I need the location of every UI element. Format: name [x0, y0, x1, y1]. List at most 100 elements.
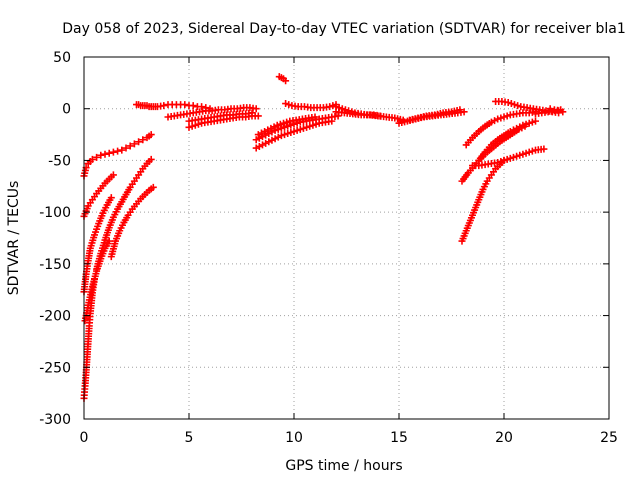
data-point — [271, 126, 279, 134]
data-point — [93, 153, 101, 161]
y-tick-label: -300 — [39, 412, 71, 428]
data-point-fill — [285, 101, 293, 109]
data-point-fill — [528, 147, 536, 155]
data-point — [555, 107, 563, 115]
data-point — [303, 123, 311, 131]
data-point — [500, 156, 508, 164]
data-point — [546, 105, 554, 113]
data-point-fill — [335, 104, 343, 112]
data-point-fill — [507, 100, 515, 108]
data-point — [88, 155, 96, 163]
series-arc-y — [475, 117, 539, 164]
data-point — [296, 125, 304, 133]
data-point — [519, 121, 527, 129]
data-point-fill — [503, 112, 511, 120]
data-point — [252, 105, 260, 113]
series-arc-d — [107, 183, 157, 261]
data-point-fill — [274, 125, 282, 133]
data-point — [290, 127, 298, 135]
data-point-fill — [503, 155, 511, 163]
x-tick-label: 20 — [495, 430, 513, 446]
data-point-fill — [287, 129, 295, 137]
y-axis-label: SDTVAR / TECUs — [6, 181, 22, 296]
x-tick-label: 10 — [285, 430, 303, 446]
data-point — [532, 117, 539, 125]
data-points — [80, 73, 567, 402]
data-point — [105, 237, 113, 245]
data-point — [101, 150, 109, 158]
data-point — [282, 77, 290, 85]
data-point-fill — [276, 120, 284, 128]
series-arc-z — [462, 108, 539, 149]
series-arc-c — [93, 155, 155, 273]
data-point — [114, 147, 122, 155]
series-arc-r — [332, 108, 407, 124]
series-arc-ac — [546, 105, 567, 116]
data-point — [130, 140, 138, 148]
data-point — [284, 130, 292, 138]
data-point — [254, 112, 262, 120]
data-point — [525, 119, 533, 127]
series-arc-p — [275, 73, 290, 85]
x-tick-label: 5 — [185, 430, 194, 446]
data-point — [332, 103, 340, 111]
data-point-fill — [283, 118, 291, 126]
chart-title: Day 058 of 2023, Sidereal Day-to-day VTE… — [62, 21, 625, 37]
data-point — [456, 106, 464, 114]
data-point — [97, 151, 105, 159]
series-arc-g — [80, 131, 155, 180]
data-point — [273, 121, 281, 129]
series-arc-m — [252, 117, 336, 152]
data-point — [511, 101, 518, 109]
data-point-fill — [287, 121, 295, 129]
series-arc-v — [458, 156, 508, 245]
data-point — [525, 148, 533, 156]
data-point — [460, 108, 468, 116]
data-point-fill — [299, 124, 307, 132]
x-tick-label: 25 — [600, 430, 618, 446]
data-point — [126, 142, 134, 150]
data-point — [135, 138, 143, 146]
data-point-fill — [281, 123, 289, 131]
plot-frame — [83, 56, 610, 420]
data-point-fill — [522, 120, 530, 128]
data-point — [109, 171, 117, 179]
series-arc-i — [154, 101, 214, 113]
data-point — [147, 155, 155, 163]
data-point — [500, 113, 508, 121]
data-point — [139, 136, 147, 144]
data-point — [376, 112, 384, 120]
data-point — [118, 146, 126, 154]
data-point — [248, 109, 256, 117]
data-point — [181, 101, 189, 109]
data-point-fill — [341, 106, 349, 114]
series-arc-j — [164, 104, 260, 121]
data-point — [326, 103, 334, 111]
data-point — [494, 158, 502, 166]
y-tick-label: -250 — [39, 360, 71, 376]
data-point-fill — [293, 126, 301, 134]
data-point — [105, 149, 113, 157]
x-axis-label: GPS time / hours — [285, 458, 402, 474]
series-arc-x — [469, 145, 548, 170]
data-point-fill — [348, 108, 356, 116]
y-tick-label: -50 — [48, 153, 71, 169]
data-point — [506, 154, 514, 162]
data-point — [189, 102, 197, 110]
data-point — [504, 99, 512, 107]
series-arc-q — [282, 100, 340, 112]
data-point — [277, 124, 285, 132]
data-point — [513, 152, 521, 160]
data-point-fill — [522, 149, 530, 157]
data-point-fill — [497, 157, 505, 165]
data-point-fill — [514, 102, 522, 110]
data-point — [282, 100, 290, 108]
data-point — [519, 150, 527, 158]
data-point — [550, 106, 558, 114]
data-point — [280, 119, 287, 127]
data-point — [345, 107, 353, 115]
data-point — [290, 120, 298, 128]
data-point-fill — [329, 102, 337, 110]
series-arc-o — [254, 113, 319, 139]
